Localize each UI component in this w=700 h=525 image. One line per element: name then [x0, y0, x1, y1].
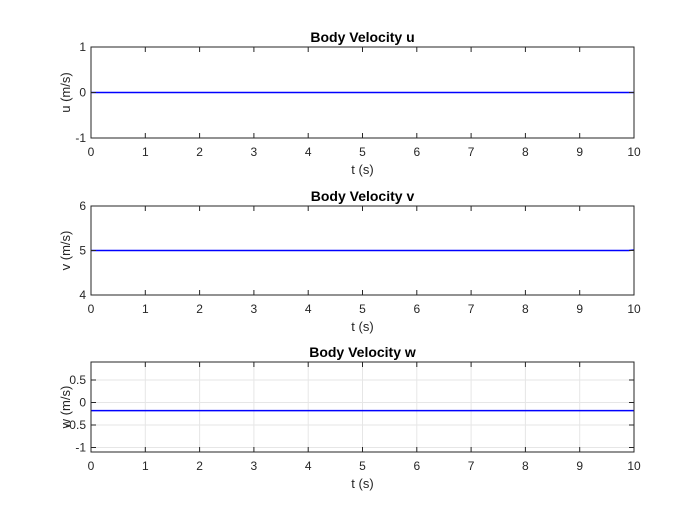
x-tick-label: 5 [359, 302, 366, 316]
x-tick-label: 3 [251, 302, 258, 316]
x-tick-label: 9 [576, 459, 583, 473]
y-tick-label: 1 [79, 40, 86, 54]
x-tick-label: 2 [196, 302, 203, 316]
x-tick-label: 0 [88, 459, 95, 473]
x-tick-label: 8 [522, 302, 529, 316]
y-axis-label: u (m/s) [58, 72, 73, 112]
x-axis-label: t (s) [351, 162, 373, 177]
y-tick-label: 0.5 [69, 373, 86, 387]
chart-title: Body Velocity u [310, 29, 414, 45]
y-tick-label: 4 [79, 288, 86, 302]
x-tick-label: 7 [468, 459, 475, 473]
y-tick-label: 0 [79, 396, 86, 410]
y-axis-label: v (m/s) [58, 231, 73, 271]
x-tick-label: 1 [142, 145, 149, 159]
subplot-3: 0 1 2 3 4 5 6 7 8 9 10 -1 -0.5 0 0.5 Body Velocity w t (… [58, 344, 641, 491]
y-tick-label: 5 [79, 244, 86, 258]
x-tick-label: 7 [468, 302, 475, 316]
x-tick-label: 9 [576, 145, 583, 159]
x-tick-label: 7 [468, 145, 475, 159]
x-tick-label: 6 [413, 145, 420, 159]
x-tick-label: 1 [142, 302, 149, 316]
y-tick-label: 6 [79, 199, 86, 213]
x-tick-label: 6 [413, 302, 420, 316]
x-tick-label: 8 [522, 459, 529, 473]
x-tick-label: 2 [196, 459, 203, 473]
x-tick-label: 10 [627, 145, 641, 159]
x-tick-label: 0 [88, 302, 95, 316]
y-tick-label: -1 [75, 131, 86, 145]
x-tick-label: 4 [305, 459, 312, 473]
y-axis-label: w (m/s) [58, 386, 73, 430]
x-tick-label: 2 [196, 145, 203, 159]
subplot-2: 0 1 2 3 4 5 6 7 8 9 10 4 5 6 Body Velocity v t (s) v (m/… [58, 188, 641, 334]
y-tick-label: -0.5 [65, 418, 86, 432]
x-axis-label: t (s) [351, 319, 373, 334]
x-axis-label: t (s) [351, 476, 373, 491]
x-tick-label: 5 [359, 145, 366, 159]
chart-title: Body Velocity v [311, 188, 415, 204]
y-tick-label: -1 [75, 441, 86, 455]
x-tick-label: 10 [627, 459, 641, 473]
x-tick-label: 6 [413, 459, 420, 473]
x-tick-label: 3 [251, 145, 258, 159]
x-tick-label: 4 [305, 145, 312, 159]
y-tick-label: 0 [79, 86, 86, 100]
x-tick-label: 5 [359, 459, 366, 473]
x-tick-label: 3 [251, 459, 258, 473]
chart-title: Body Velocity w [309, 344, 416, 360]
x-tick-label: 0 [88, 145, 95, 159]
x-tick-label: 10 [627, 302, 641, 316]
x-tick-label: 1 [142, 459, 149, 473]
x-tick-label: 4 [305, 302, 312, 316]
x-tick-label: 8 [522, 145, 529, 159]
x-tick-label: 9 [576, 302, 583, 316]
